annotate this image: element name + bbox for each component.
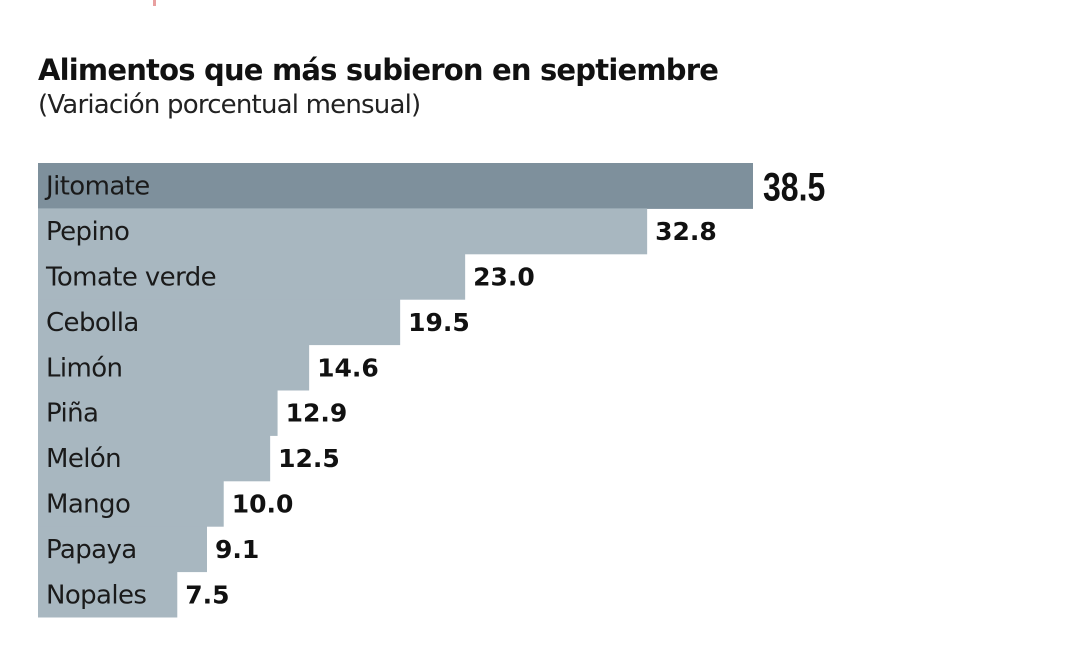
bar-tomate-verde bbox=[38, 253, 466, 300]
category-label: Papaya bbox=[46, 535, 137, 565]
category-label: Nopales bbox=[46, 580, 146, 610]
bar-limón bbox=[38, 344, 310, 391]
bar-cebolla bbox=[38, 299, 401, 346]
bar-papaya bbox=[38, 526, 207, 573]
value-label: 9.1 bbox=[215, 535, 259, 564]
category-label: Cebolla bbox=[46, 308, 139, 338]
value-label: 19.5 bbox=[408, 308, 470, 337]
bar-nopales bbox=[38, 571, 178, 618]
bar-pepino bbox=[38, 208, 648, 255]
chart-subtitle: (Variación porcentual mensual) bbox=[38, 90, 421, 120]
category-label: Piña bbox=[46, 399, 98, 429]
value-label: 12.5 bbox=[278, 444, 340, 473]
value-label: 32.8 bbox=[655, 217, 717, 246]
category-label: Jitomate bbox=[44, 172, 150, 202]
bar-jitomate bbox=[38, 163, 753, 209]
category-label: Pepino bbox=[46, 217, 129, 247]
decorative-mark bbox=[153, 0, 156, 6]
value-label: 14.6 bbox=[317, 353, 379, 382]
value-label: 7.5 bbox=[185, 580, 229, 609]
category-label: Limón bbox=[46, 353, 122, 383]
value-label: 38.5 bbox=[763, 164, 825, 209]
category-label: Tomate verde bbox=[45, 263, 216, 293]
value-label: 12.9 bbox=[286, 399, 348, 428]
value-label: 10.0 bbox=[232, 490, 294, 519]
bar-melón bbox=[38, 435, 271, 482]
chart-title: Alimentos que más subieron en septiembre bbox=[38, 53, 719, 87]
bar-piña bbox=[38, 390, 278, 436]
value-label: 23.0 bbox=[473, 263, 535, 292]
category-label: Melón bbox=[46, 444, 121, 474]
bar-mango bbox=[38, 480, 224, 527]
category-label: Mango bbox=[46, 490, 130, 520]
